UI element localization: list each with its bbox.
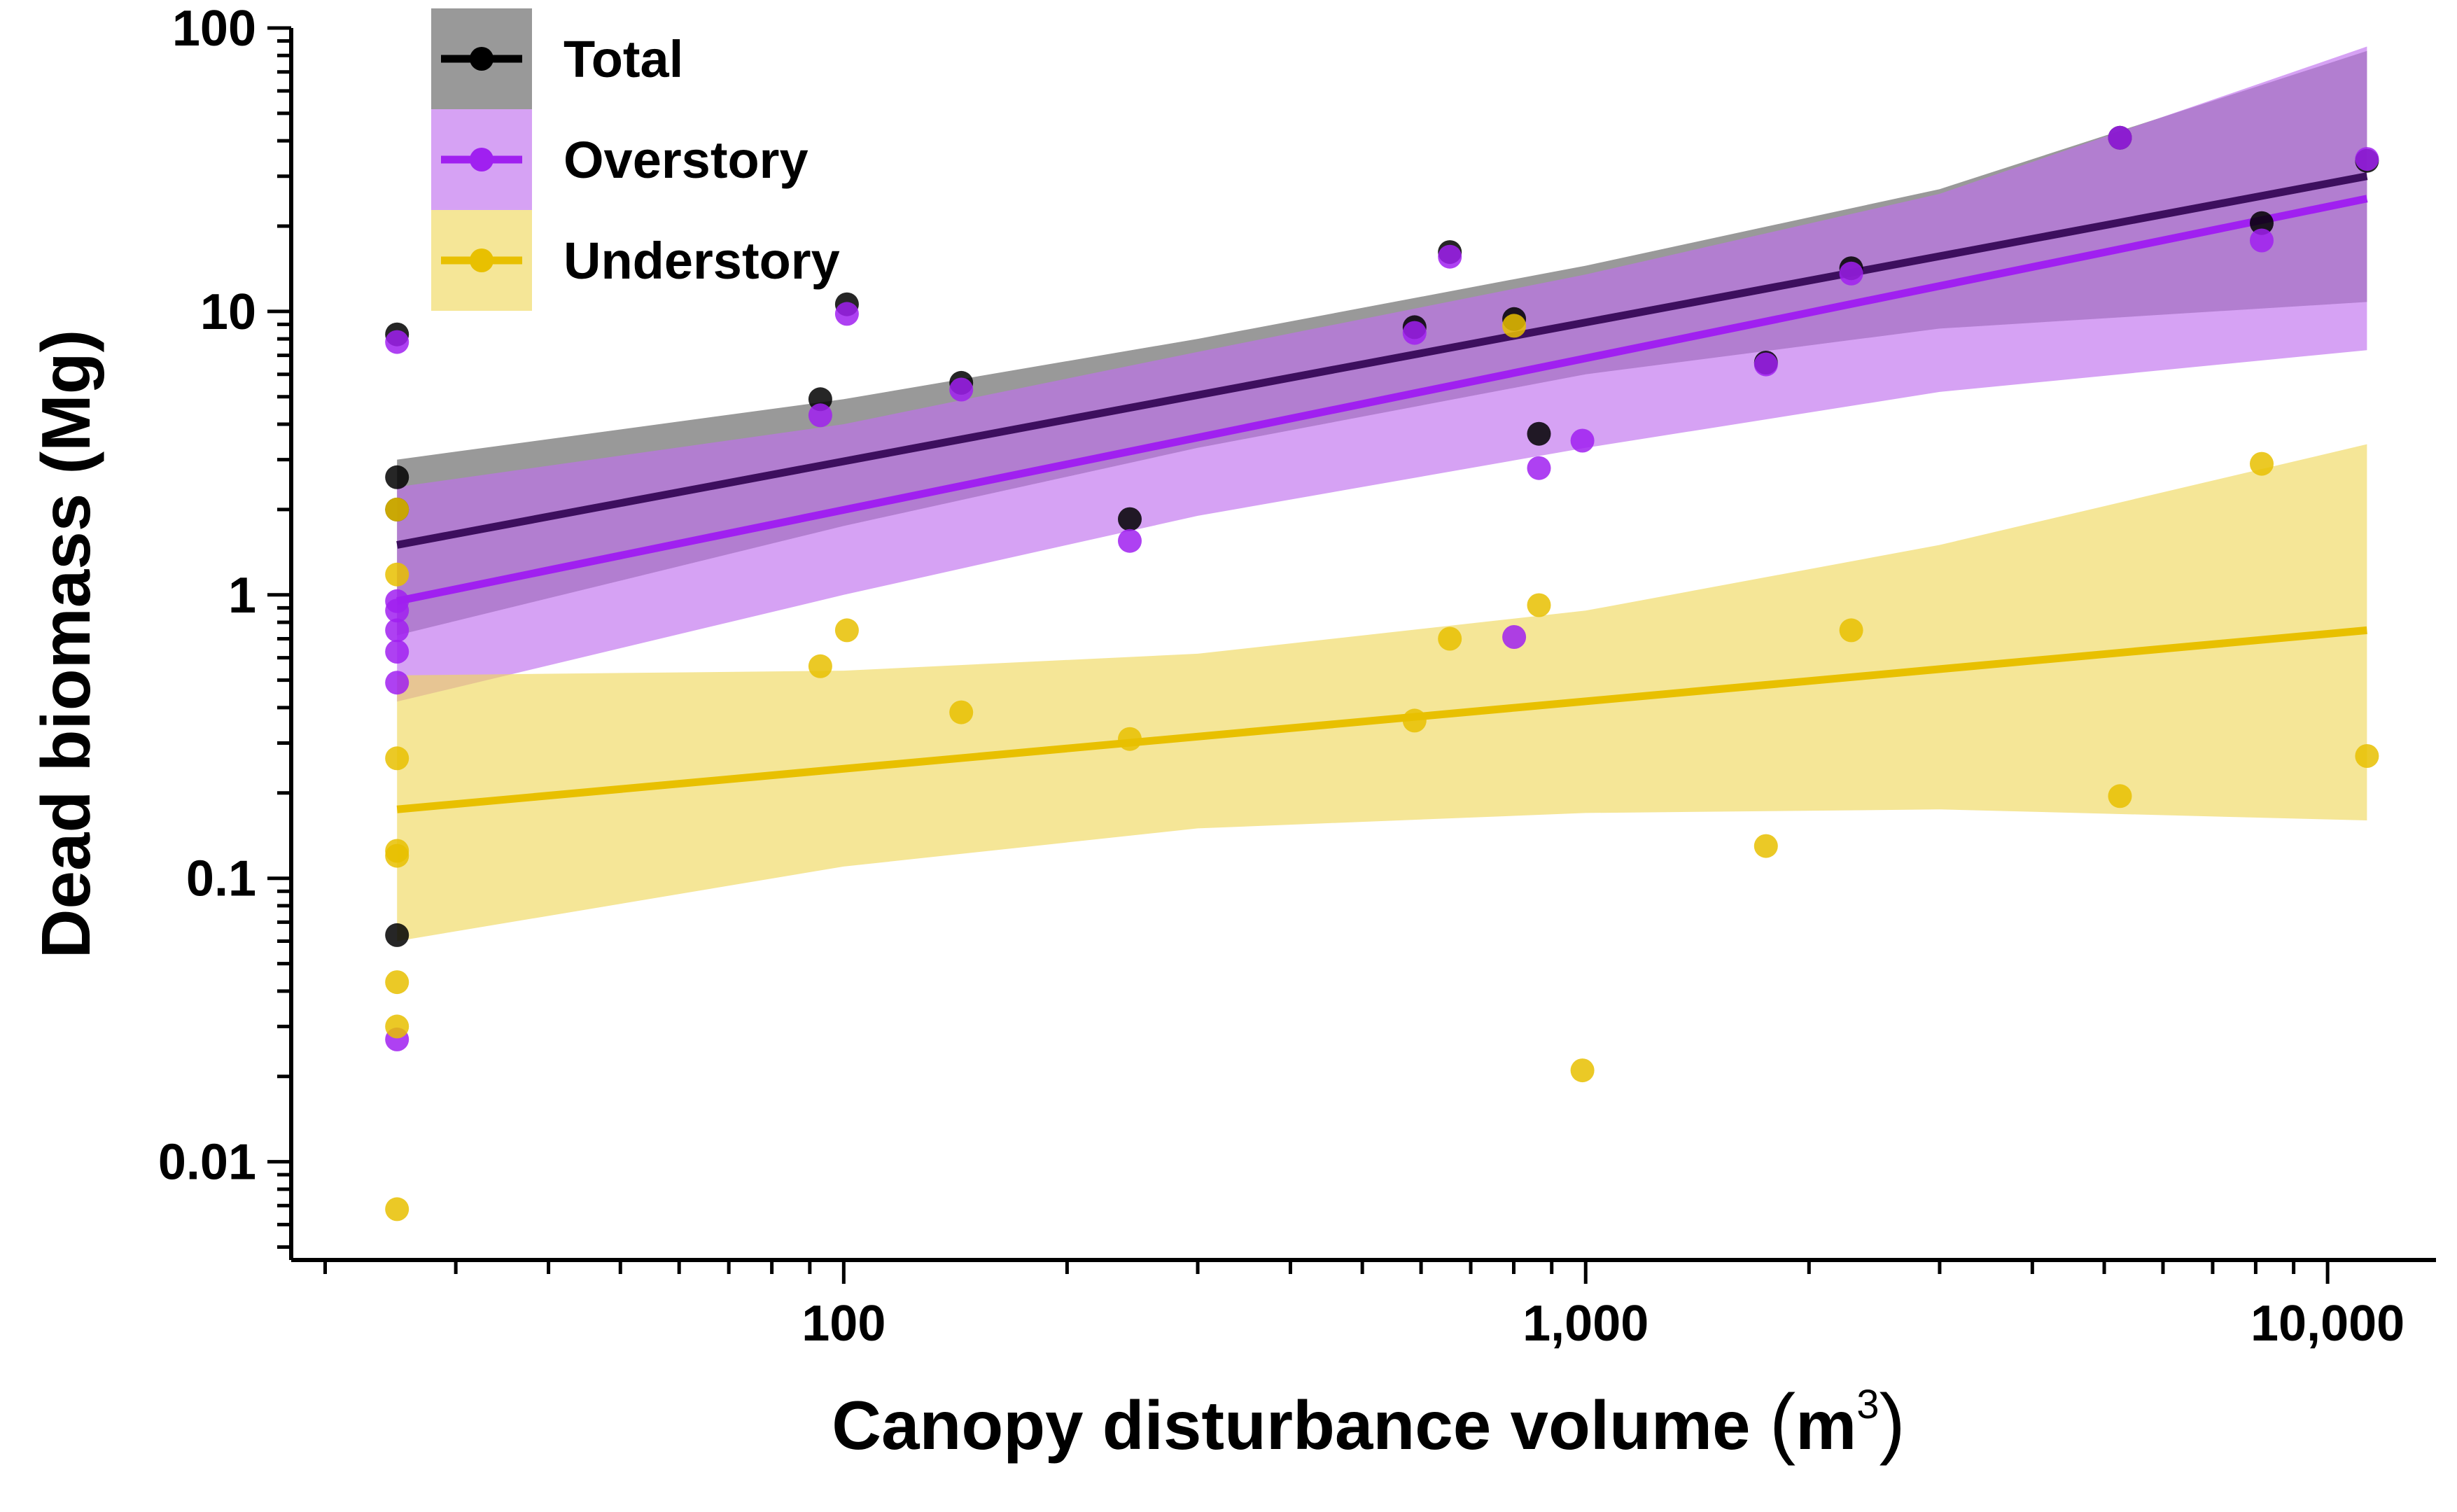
point-total-15 (2250, 211, 2274, 235)
point-overstory-9 (949, 377, 974, 402)
x-axis-title-text: Canopy disturbance volume (832, 1387, 1750, 1464)
x-tick-label: 1,000 (1522, 1296, 1648, 1352)
point-understory-15 (1527, 593, 1551, 617)
fit-line-total (396, 172, 2368, 549)
legend-label: Overstory (564, 131, 808, 189)
x-ticks: 100 1,000 10,000 (323, 1260, 2404, 1352)
point-understory-18 (1839, 618, 1863, 643)
point-understory-11 (1118, 727, 1142, 751)
point-understory-14 (1502, 314, 1527, 338)
point-understory-21 (2355, 744, 2379, 768)
y-tick-label: 100 (172, 1, 256, 57)
point-overstory-16 (1754, 352, 1778, 377)
point-understory-10 (949, 700, 974, 724)
point-overstory-12 (1438, 244, 1462, 269)
point-overstory-7 (808, 403, 832, 428)
y-tick-label: 1 (228, 568, 256, 624)
y-ticks: 0.01 0.1 1 10 100 (158, 1, 291, 1249)
fit-line-overstory (396, 195, 2368, 606)
fit-line-understory (396, 626, 2367, 813)
point-understory-7 (385, 1197, 410, 1222)
y-tick-label: 0.1 (186, 851, 256, 907)
point-overstory-19 (2250, 228, 2274, 253)
legend-item-understory: Understory (431, 210, 840, 311)
point-overstory-5 (385, 671, 410, 695)
point-overstory-0 (385, 330, 410, 354)
point-overstory-4 (385, 640, 410, 664)
x-axis-unit-paren-close: ) (1879, 1378, 1905, 1466)
point-total-1 (385, 465, 410, 489)
x-axis-unit-paren-open: ( (1770, 1378, 1795, 1466)
legend-key-point (470, 148, 493, 172)
legend-label: Total (564, 30, 683, 88)
point-total-11 (1527, 421, 1551, 446)
legend-item-total: Total (431, 8, 683, 109)
x-axis-unit: m (1795, 1387, 1856, 1464)
y-tick-label: 10 (200, 284, 256, 340)
x-tick-label: 10,000 (2250, 1296, 2404, 1352)
point-understory-13 (1438, 626, 1462, 651)
point-understory-8 (808, 654, 832, 678)
point-total-7 (1118, 507, 1142, 531)
legend-label: Understory (564, 232, 840, 290)
band-understory (397, 444, 2367, 941)
legend-key-point (470, 248, 493, 272)
fit-lines (396, 172, 2368, 813)
point-understory-9 (834, 618, 859, 643)
x-axis-title: Canopy disturbance volume (m3) (832, 1378, 1905, 1466)
x-axis-unit-exponent: 3 (1856, 1382, 1879, 1427)
point-understory-20 (2250, 451, 2274, 476)
axes: 0.01 0.1 1 10 100 100 1,000 10,000 (158, 1, 2436, 1352)
point-overstory-10 (1118, 528, 1142, 553)
point-overstory-11 (1402, 321, 1427, 345)
band-overstory (397, 46, 2367, 702)
point-overstory-18 (2108, 125, 2132, 150)
point-understory-12 (1402, 708, 1427, 733)
point-understory-5 (385, 970, 410, 995)
point-overstory-17 (1839, 261, 1863, 286)
point-overstory-15 (1570, 428, 1595, 453)
point-understory-17 (1754, 834, 1778, 858)
point-total-3 (385, 923, 410, 947)
point-overstory-13 (1502, 625, 1527, 649)
point-overstory-2 (385, 598, 410, 623)
legend-item-overstory: Overstory (431, 109, 808, 210)
y-tick-label: 0.01 (158, 1135, 256, 1191)
point-overstory-3 (385, 618, 410, 643)
y-axis-title: Dead biomass (Mg) (27, 330, 104, 958)
data-points (385, 125, 2379, 1222)
legend: Total Overstory Understory (431, 8, 840, 311)
point-understory-6 (385, 1014, 410, 1039)
point-understory-2 (385, 746, 410, 771)
x-tick-label: 100 (802, 1296, 886, 1352)
point-overstory-8 (834, 302, 859, 326)
point-understory-16 (1570, 1058, 1595, 1083)
point-understory-0 (385, 497, 410, 522)
legend-key-point (470, 47, 493, 71)
point-overstory-14 (1527, 456, 1551, 480)
point-understory-1 (385, 562, 410, 587)
point-understory-4 (385, 844, 410, 868)
confidence-bands (397, 46, 2367, 941)
point-overstory-20 (2355, 147, 2379, 172)
point-understory-19 (2108, 784, 2132, 808)
